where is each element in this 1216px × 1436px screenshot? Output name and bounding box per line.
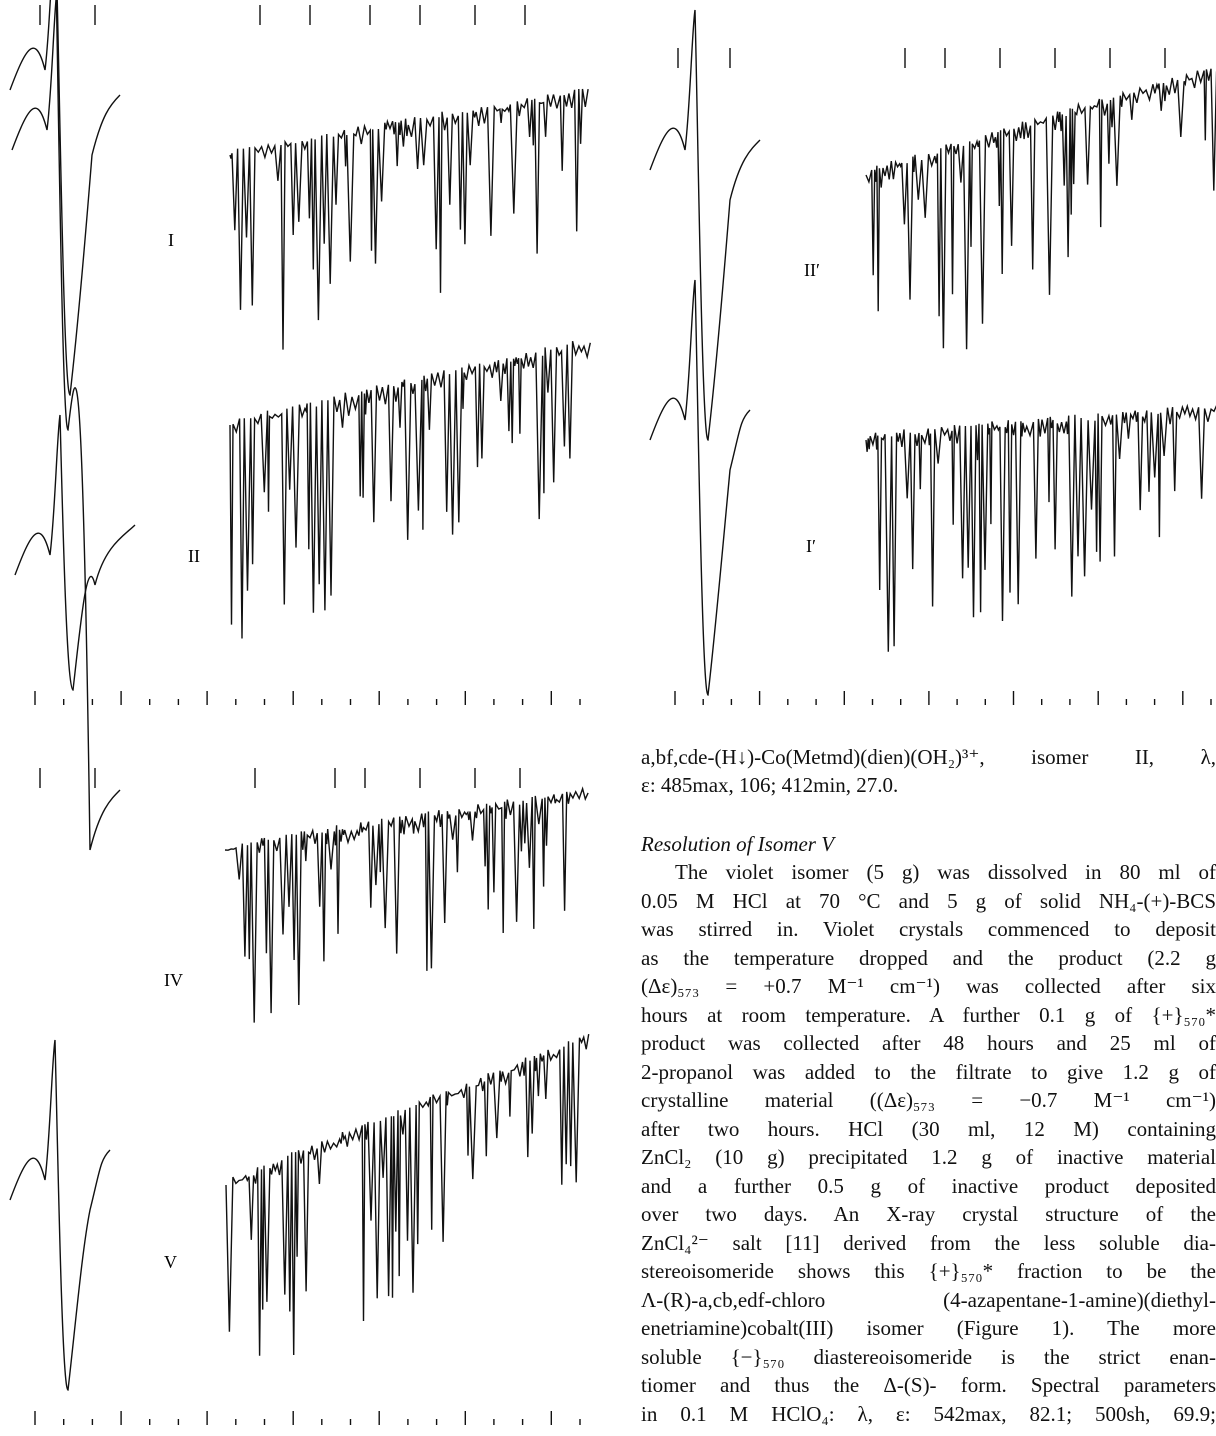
spectrum-band xyxy=(11,0,121,396)
paragraph-line: crystalline material ((Δε)₅₇₃ = −0.7 M⁻¹… xyxy=(641,1088,1216,1112)
spectrum-label: II′ xyxy=(804,260,820,280)
spectrum-label: IV xyxy=(164,970,183,990)
spectrum-trace xyxy=(224,786,589,1023)
paragraph-line: in 0.1 M HClO₄: λ, ε: 542max, 82.1; 500s… xyxy=(641,1401,1216,1426)
paragraph-line: soluble {−}₅₇₀ diastereoisomeride is the… xyxy=(641,1344,1216,1369)
caption-line: a,bf,cde-(H↓)-Co(Metmd)(dien)(OH₂)³⁺, is… xyxy=(641,745,1216,769)
paragraph-line: The violet isomer (5 g) was dissolved in… xyxy=(675,860,1216,884)
caption-line: ε: 485max, 106; 412min, 27.0. xyxy=(641,773,899,797)
paragraph-line: as the temperature dropped and the produ… xyxy=(641,945,1216,970)
spectrum-band xyxy=(649,279,751,696)
paragraph-line: and a further 0.5 g of inactive product … xyxy=(641,1173,1216,1198)
paragraph-line: ZnCl₄²⁻ salt [11] derived from the less … xyxy=(641,1230,1216,1255)
spectrum-trace xyxy=(865,403,1216,652)
paragraph-line: enetriamine)cobalt(III) isomer (Figure 1… xyxy=(641,1316,1216,1340)
spectrum-trace xyxy=(229,341,591,639)
spectrum-band xyxy=(9,1039,111,1391)
paragraph-line: hours at room temperature. A further 0.1… xyxy=(641,1002,1216,1027)
spectrum-trace xyxy=(865,68,1216,350)
paragraph-line: 2-propanol was added to the filtrate to … xyxy=(641,1059,1216,1084)
paragraph-line: after two hours. HCl (30 ml, 12 M) conta… xyxy=(641,1116,1216,1141)
spectrum-label: V xyxy=(164,1252,177,1272)
paragraph-line: Λ-(R)-a,cb,edf-chloro (4-azapentane-1-am… xyxy=(641,1287,1216,1312)
spectrum-trace xyxy=(225,1033,590,1356)
paragraph-line: ZnCl₂ (10 g) precipitated 1.2 g of inact… xyxy=(641,1145,1216,1169)
paragraph-line: 0.05 M HCl at 70 °C and 5 g of solid NH₄… xyxy=(641,888,1216,913)
paragraph-line: product was collected after 48 hours and… xyxy=(641,1031,1216,1055)
section-heading: Resolution of Isomer V xyxy=(641,832,835,856)
spectrum-label: I′ xyxy=(806,536,816,556)
spectrum-label: II xyxy=(188,546,200,566)
traces xyxy=(9,0,1216,1425)
spectrum-band xyxy=(649,9,761,441)
spectrum-band xyxy=(9,0,121,851)
paragraph-line: was stirred in. Violet crystals commence… xyxy=(641,917,1216,941)
spectrum-band xyxy=(14,414,136,691)
paragraph-line: over two days. An X-ray crystal structur… xyxy=(641,1202,1216,1226)
paragraph-line: (Δε)₅₇₃ = +0.7 M⁻¹ cm⁻¹) was collected a… xyxy=(641,974,1216,998)
paragraph-line: stereoisomeride shows this {+}₅₇₀* fract… xyxy=(641,1259,1216,1283)
spectrum-trace xyxy=(229,88,589,350)
paragraph-line: tiomer and thus the Δ-(S)- form. Spectra… xyxy=(641,1373,1216,1397)
spectrum-label: I xyxy=(168,230,174,250)
